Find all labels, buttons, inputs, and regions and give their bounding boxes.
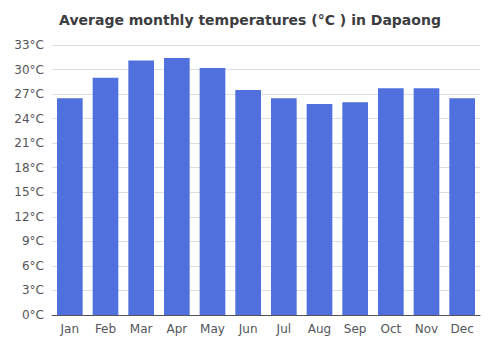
svg-text:Aug: Aug	[308, 322, 331, 336]
svg-text:12°C: 12°C	[14, 210, 44, 224]
svg-text:33°C: 33°C	[14, 38, 44, 52]
svg-text:Feb: Feb	[95, 322, 116, 336]
svg-text:Jul: Jul	[276, 322, 291, 336]
svg-text:Sep: Sep	[344, 322, 367, 336]
svg-text:3°C: 3°C	[22, 283, 44, 297]
svg-text:18°C: 18°C	[14, 161, 44, 175]
svg-text:30°C: 30°C	[14, 63, 44, 77]
svg-text:May: May	[200, 322, 225, 336]
svg-text:Oct: Oct	[380, 322, 401, 336]
svg-text:15°C: 15°C	[14, 185, 44, 199]
svg-text:Average monthly temperatures (: Average monthly temperatures (°C ) in Da…	[59, 12, 441, 28]
svg-text:24°C: 24°C	[14, 112, 44, 126]
svg-text:Dec: Dec	[451, 322, 474, 336]
svg-text:Apr: Apr	[166, 322, 187, 336]
svg-text:Jun: Jun	[238, 322, 258, 336]
svg-text:9°C: 9°C	[22, 234, 44, 248]
svg-text:0°C: 0°C	[22, 308, 44, 322]
svg-text:Nov: Nov	[415, 322, 438, 336]
svg-text:27°C: 27°C	[14, 87, 44, 101]
svg-text:21°C: 21°C	[14, 136, 44, 150]
svg-text:Jan: Jan	[60, 322, 80, 336]
svg-text:6°C: 6°C	[22, 259, 44, 273]
svg-text:Mar: Mar	[130, 322, 153, 336]
